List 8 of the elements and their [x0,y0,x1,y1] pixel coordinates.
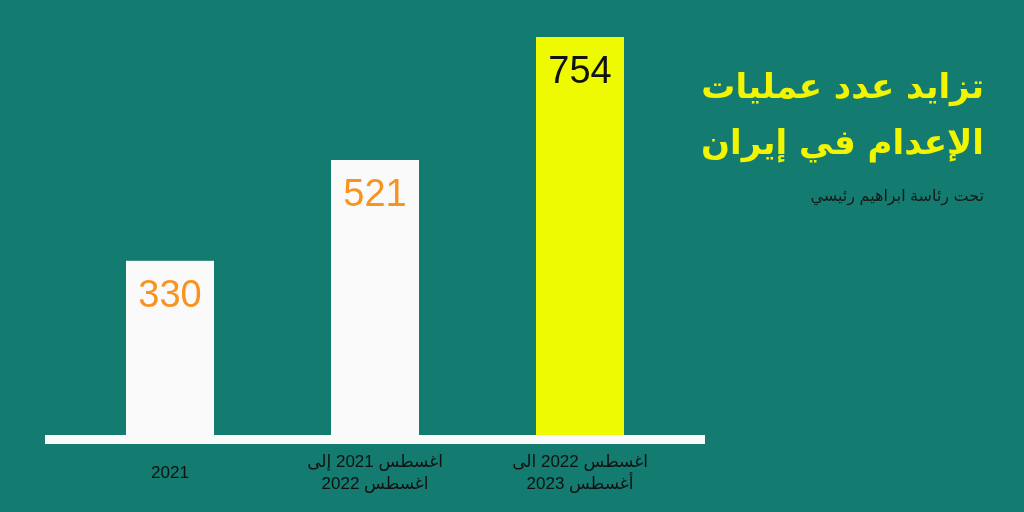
data-label: 521 [343,171,407,214]
text: تحت رئاسة ابراهيم رئيسي [809,186,984,205]
x-tick-label: اغسطس 2021 إلى اغسطس 2022 [306,451,444,495]
data-label: 754 [548,49,612,91]
data-label: 330 [138,272,202,315]
text: تزايد عدد عمليات الإعدام في إيران [700,65,984,165]
x-tick-label: 2021 [150,462,190,484]
x-tick-label: اغسطس 2022 الى أغسطس 2023 [511,451,649,495]
